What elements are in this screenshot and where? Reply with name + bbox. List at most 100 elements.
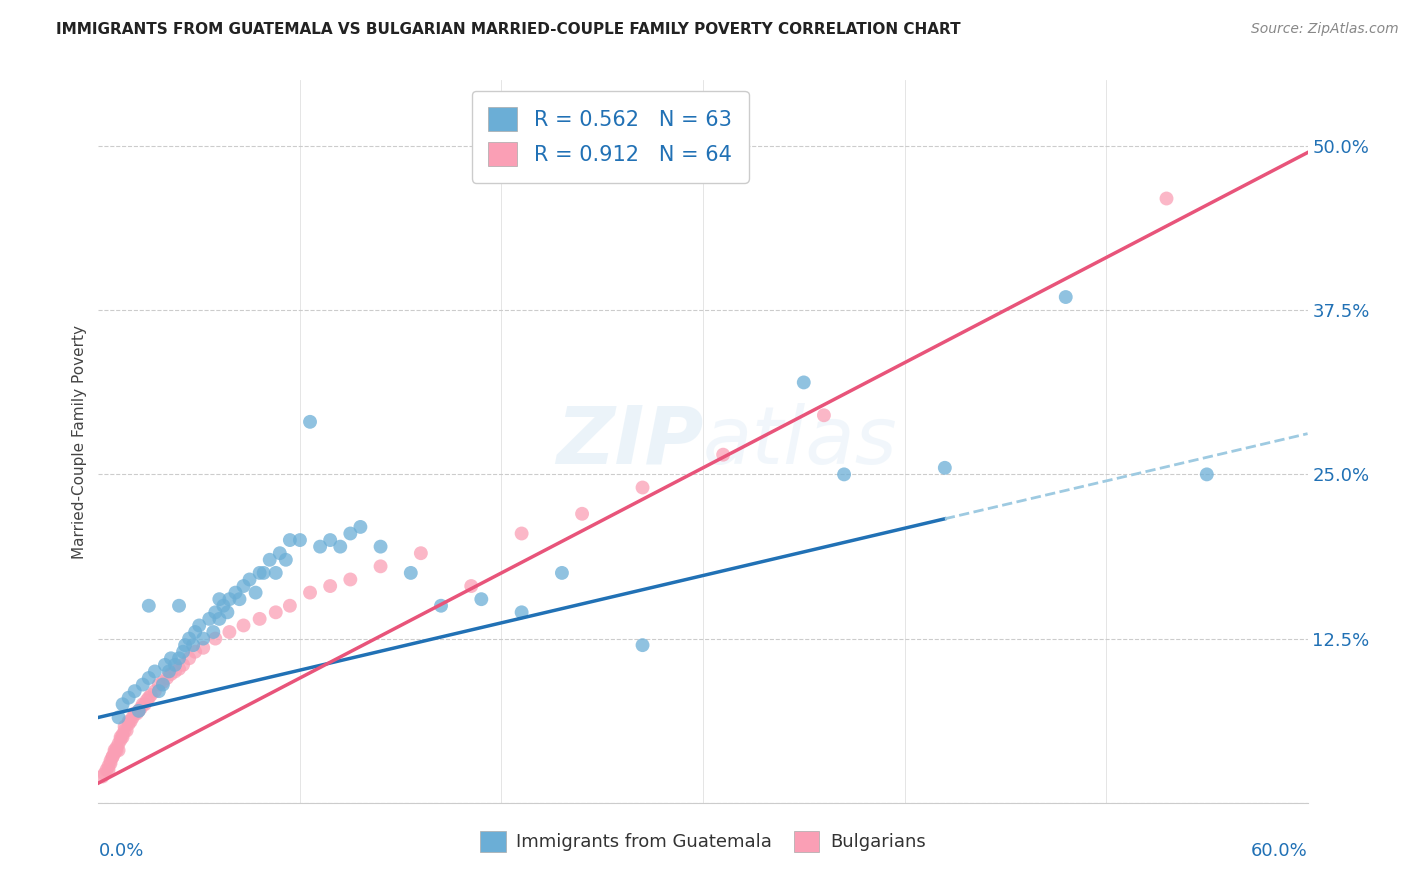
Point [551, 566, 574, 580]
Point [152, 675, 174, 690]
Point [152, 677, 174, 691]
Point [167, 599, 190, 613]
Point [143, 684, 166, 698]
Point [114, 720, 136, 734]
Point [299, 585, 322, 599]
Point [319, 533, 342, 547]
Point [349, 520, 371, 534]
Point [107, 710, 129, 724]
Point [269, 546, 291, 560]
Point [193, 632, 215, 646]
Point [93, 767, 115, 781]
Text: Source: ZipAtlas.com: Source: ZipAtlas.com [1251, 22, 1399, 37]
Text: 60.0%: 60.0% [1251, 842, 1308, 860]
Point [181, 638, 204, 652]
Point [370, 559, 392, 574]
Text: atlas: atlas [703, 402, 898, 481]
Point [204, 632, 226, 646]
Point [253, 566, 276, 580]
Point [120, 714, 142, 729]
Point [138, 690, 160, 705]
Point [118, 690, 141, 705]
Point [125, 706, 148, 721]
Point [124, 684, 146, 698]
Point [107, 737, 129, 751]
Point [239, 573, 262, 587]
Point [179, 651, 201, 665]
Point [470, 592, 492, 607]
Point [309, 540, 332, 554]
Point [107, 743, 129, 757]
Point [160, 667, 183, 681]
Point [138, 599, 160, 613]
Point [217, 605, 239, 619]
Point [510, 526, 533, 541]
Point [97, 763, 120, 777]
Point [100, 754, 122, 768]
Point [339, 526, 361, 541]
Point [128, 704, 150, 718]
Point [105, 743, 128, 757]
Point [399, 566, 422, 580]
Point [274, 553, 297, 567]
Y-axis label: Married-Couple Family Poverty: Married-Couple Family Poverty [72, 325, 87, 558]
Point [249, 612, 271, 626]
Point [115, 723, 138, 738]
Point [934, 460, 956, 475]
Point [167, 651, 190, 665]
Point [110, 732, 132, 747]
Point [124, 706, 146, 721]
Point [370, 540, 392, 554]
Point [249, 566, 271, 580]
Point [114, 723, 136, 738]
Point [148, 684, 170, 698]
Point [510, 605, 533, 619]
Point [97, 759, 120, 773]
Point [128, 704, 150, 718]
Point [228, 592, 250, 607]
Point [184, 625, 207, 640]
Point [179, 632, 201, 646]
Point [160, 651, 183, 665]
Point [232, 579, 254, 593]
Point [174, 638, 197, 652]
Point [129, 701, 152, 715]
Point [132, 677, 155, 691]
Point [96, 763, 118, 777]
Point [278, 533, 301, 547]
Text: IMMIGRANTS FROM GUATEMALA VS BULGARIAN MARRIED-COUPLE FAMILY POVERTY CORRELATION: IMMIGRANTS FROM GUATEMALA VS BULGARIAN M… [56, 22, 960, 37]
Point [409, 546, 432, 560]
Point [105, 740, 128, 755]
Point [218, 592, 240, 607]
Point [143, 665, 166, 679]
Point [259, 553, 281, 567]
Point [157, 665, 180, 679]
Point [121, 710, 143, 724]
Point [711, 448, 734, 462]
Point [218, 625, 240, 640]
Point [460, 579, 482, 593]
Point [631, 481, 654, 495]
Point [139, 688, 162, 702]
Point [339, 573, 361, 587]
Point [278, 599, 301, 613]
Point [138, 671, 160, 685]
Point [118, 714, 141, 729]
Point [193, 640, 215, 655]
Point [299, 415, 322, 429]
Point [208, 612, 231, 626]
Point [148, 677, 170, 691]
Point [198, 612, 221, 626]
Point [1054, 290, 1077, 304]
Point [288, 533, 311, 547]
Point [232, 618, 254, 632]
Point [153, 657, 176, 672]
Point [224, 585, 246, 599]
Point [103, 743, 125, 757]
Point [631, 638, 654, 652]
Point [319, 579, 342, 593]
Point [163, 665, 186, 679]
Point [111, 698, 134, 712]
Point [793, 376, 815, 390]
Point [103, 746, 125, 760]
